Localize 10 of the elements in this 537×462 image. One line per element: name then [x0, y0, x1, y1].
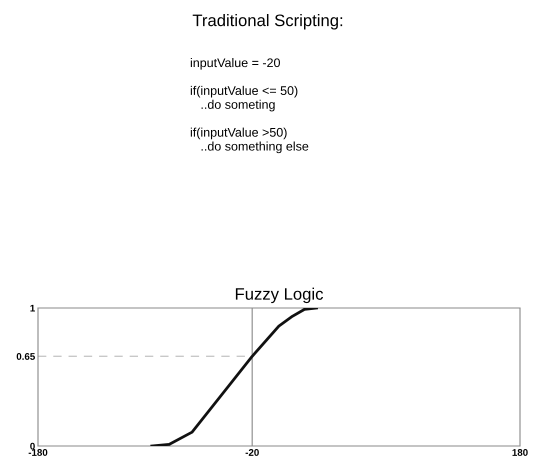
text: inputValue = -20 if(inputValue <= 50) ..do someting if(inputValue >50) ..do something else [190, 58, 308, 154]
y-tick-label: 1 [30, 304, 35, 312]
y-tick-label: 0.65 [16, 353, 35, 360]
y-tick-label: 0 [30, 442, 35, 450]
x-tick-label: 180 [512, 449, 528, 456]
chart-title: Fuzzy Logic [236, 288, 324, 304]
x-tick-label: -180 [28, 449, 48, 456]
text: Traditional Scripting: [192, 14, 342, 30]
line-series [150, 308, 318, 446]
x-tick-label: -20 [246, 449, 259, 456]
